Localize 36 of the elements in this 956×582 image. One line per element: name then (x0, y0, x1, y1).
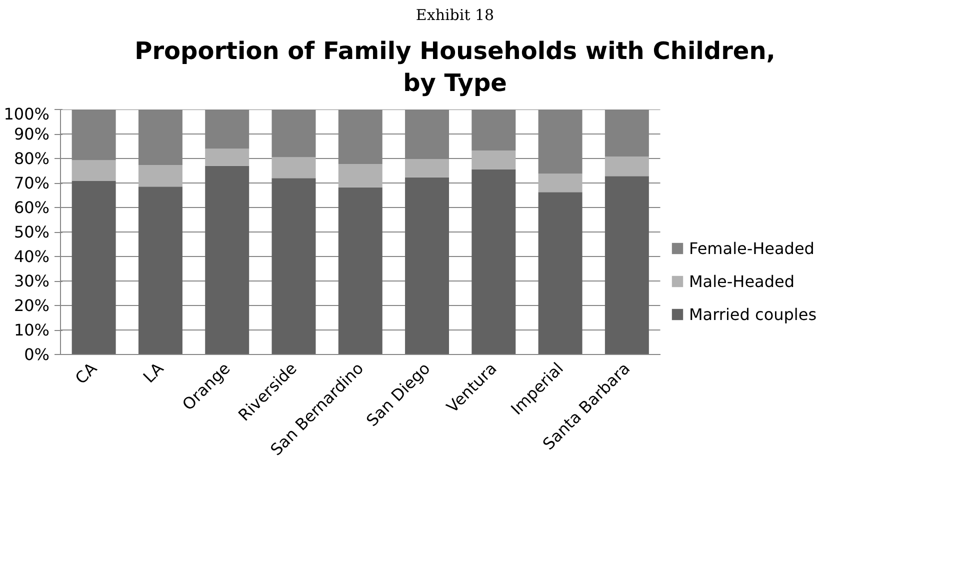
y-tick-label: 100% (4, 104, 50, 124)
x-tick-label: CA (71, 358, 101, 388)
bar (72, 160, 116, 181)
y-tick-label: 70% (14, 173, 50, 192)
legend-label: Female-Headed (689, 238, 814, 258)
bar (138, 186, 182, 354)
bar (472, 169, 516, 354)
bar (405, 177, 450, 354)
text: Exhibit 18 (416, 5, 494, 26)
y-tick-label: 50% (14, 222, 50, 242)
legend-label: Male-Headed (689, 272, 795, 291)
bar (604, 176, 649, 354)
bar (205, 166, 250, 354)
legend-label: Married couples (689, 304, 817, 324)
chart-title: Proportion of Family Households with Children, by Type (134, 36, 776, 99)
bar (272, 178, 316, 354)
x-tick-label: LA (139, 358, 168, 386)
bar (338, 187, 382, 354)
bar (338, 164, 382, 188)
bar (472, 150, 516, 170)
bar (604, 156, 649, 176)
bar (138, 164, 182, 186)
y-tick-label: 90% (14, 124, 50, 144)
y-tick-label: 0% (24, 344, 50, 364)
y-tick-label: 60% (14, 198, 50, 217)
bar (405, 158, 450, 178)
bar (205, 148, 250, 166)
y-tick-label: 10% (14, 320, 50, 340)
bar (72, 180, 116, 354)
bar (272, 157, 316, 178)
y-tick-label: 80% (14, 148, 50, 168)
bar (538, 173, 582, 192)
y-tick-label: 40% (14, 246, 50, 266)
bar (538, 192, 582, 354)
y-tick-label: 30% (14, 271, 50, 290)
y-tick-label: 20% (14, 296, 50, 315)
